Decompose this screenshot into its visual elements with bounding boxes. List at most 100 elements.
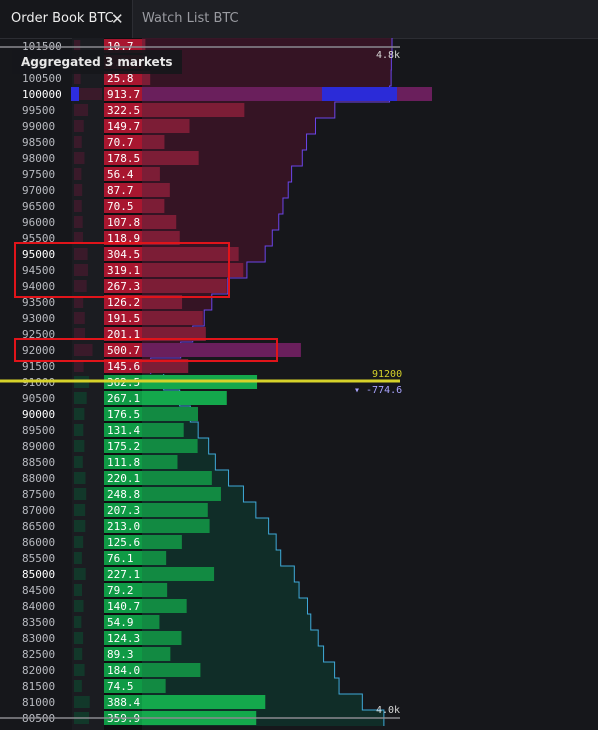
size-label: 125.6 bbox=[107, 536, 140, 549]
size-label: 184.0 bbox=[107, 664, 140, 677]
size-cell-bg bbox=[104, 151, 142, 165]
depth-blip bbox=[74, 536, 84, 548]
ask-size-bar bbox=[142, 279, 227, 293]
price-label: 89500 bbox=[22, 424, 55, 437]
ask-size-bar bbox=[142, 343, 301, 357]
price-label: 84000 bbox=[22, 600, 55, 613]
depth-blip bbox=[74, 152, 85, 164]
depth-blip bbox=[74, 616, 82, 628]
depth-blip bbox=[74, 472, 86, 484]
bid-size-bar bbox=[142, 663, 201, 677]
depth-blip bbox=[74, 344, 93, 356]
ask-size-bar bbox=[142, 167, 160, 181]
size-label: 111.8 bbox=[107, 456, 140, 469]
bid-size-bar bbox=[142, 615, 160, 629]
price-label: 83500 bbox=[22, 616, 55, 629]
depth-blip bbox=[74, 216, 83, 228]
size-label: 70.5 bbox=[107, 200, 134, 213]
size-label: 227.1 bbox=[107, 568, 140, 581]
depth-blip bbox=[74, 696, 90, 708]
price-label: 100500 bbox=[22, 72, 62, 85]
size-label: 267.1 bbox=[107, 392, 140, 405]
size-cell-bg bbox=[104, 407, 142, 421]
ask-size-bar bbox=[142, 119, 190, 133]
size-label: 913.7 bbox=[107, 88, 140, 101]
size-label: 176.5 bbox=[107, 408, 140, 421]
depth-blip bbox=[74, 328, 86, 340]
ask-size-bar bbox=[142, 359, 189, 373]
depth-blip bbox=[74, 296, 84, 308]
price-label: 82000 bbox=[22, 664, 55, 677]
ask-size-bar bbox=[142, 263, 244, 277]
price-label: 97000 bbox=[22, 184, 55, 197]
tab-order-book-label: Order Book BTC bbox=[11, 11, 114, 26]
price-label: 95500 bbox=[22, 232, 55, 245]
size-label: 201.1 bbox=[107, 328, 140, 341]
size-cell-bg bbox=[104, 583, 142, 597]
bid-size-bar bbox=[142, 535, 182, 549]
bid-size-bar bbox=[142, 599, 187, 613]
tab-watch-list[interactable]: Watch List BTC bbox=[142, 11, 239, 26]
size-label: 207.3 bbox=[107, 504, 140, 517]
price-label: 89000 bbox=[22, 440, 55, 453]
close-icon[interactable]: ✕ bbox=[111, 10, 124, 28]
depth-blip bbox=[74, 568, 86, 580]
price-label: 100000 bbox=[22, 88, 62, 101]
price-label: 85500 bbox=[22, 552, 55, 565]
bid-depth-line bbox=[163, 374, 385, 726]
ask-size-bar bbox=[142, 327, 206, 341]
depth-blip bbox=[74, 600, 84, 612]
size-cell-bg bbox=[104, 695, 142, 709]
ask-size-bar bbox=[142, 215, 177, 229]
depth-blip bbox=[74, 264, 88, 276]
tab-bar: Order Book BTC ✕ Watch List BTC bbox=[0, 0, 598, 39]
order-book-panel[interactable]: 10150010.71010004.210050025.8100000913.7… bbox=[0, 38, 598, 730]
bid-size-bar bbox=[142, 631, 182, 645]
price-label: 99000 bbox=[22, 120, 55, 133]
size-cell-bg bbox=[104, 423, 142, 437]
price-label: 93500 bbox=[22, 296, 55, 309]
depth-blip bbox=[74, 440, 85, 452]
size-cell-bg bbox=[104, 39, 142, 53]
depth-blip bbox=[74, 680, 82, 692]
price-label: 96500 bbox=[22, 200, 55, 213]
top-scale-label: 4.8k bbox=[376, 50, 400, 61]
size-cell-bg bbox=[104, 439, 142, 453]
size-label: 25.8 bbox=[107, 72, 134, 85]
depth-blip bbox=[74, 424, 84, 436]
size-label: 89.3 bbox=[107, 648, 134, 661]
size-cell-bg bbox=[104, 519, 142, 533]
order-book-ladder: 10150010.71010004.210050025.8100000913.7… bbox=[0, 38, 432, 730]
size-cell-bg bbox=[104, 551, 142, 565]
price-label: 84500 bbox=[22, 584, 55, 597]
size-label: 178.5 bbox=[107, 152, 140, 165]
size-cell-bg bbox=[104, 535, 142, 549]
size-cell-bg bbox=[104, 295, 142, 309]
size-cell-bg bbox=[104, 631, 142, 645]
tab-order-book[interactable]: Order Book BTC ✕ bbox=[0, 0, 133, 38]
size-cell-bg bbox=[104, 615, 142, 629]
depth-blip bbox=[74, 136, 82, 148]
size-label: 70.7 bbox=[107, 136, 134, 149]
price-label: 83000 bbox=[22, 632, 55, 645]
bid-size-bar bbox=[142, 439, 198, 453]
price-label: 93000 bbox=[22, 312, 55, 325]
size-label: 87.7 bbox=[107, 184, 134, 197]
price-label: 95000 bbox=[22, 248, 55, 261]
price-label: 92500 bbox=[22, 328, 55, 341]
bid-depth-area bbox=[142, 374, 384, 726]
size-cell-bg bbox=[104, 679, 142, 693]
size-label: 79.2 bbox=[107, 584, 134, 597]
bottom-scale-label: 4.0k bbox=[376, 705, 400, 716]
depth-blip bbox=[74, 648, 83, 660]
depth-blip bbox=[74, 504, 86, 516]
price-label: 98000 bbox=[22, 152, 55, 165]
bid-size-bar bbox=[142, 519, 210, 533]
price-label: 91500 bbox=[22, 360, 55, 373]
size-cell-bg bbox=[104, 455, 142, 469]
size-label: 220.1 bbox=[107, 472, 140, 485]
highlight-box bbox=[14, 242, 230, 298]
size-cell-bg bbox=[104, 567, 142, 581]
price-label: 81000 bbox=[22, 696, 55, 709]
depth-blip bbox=[74, 456, 83, 468]
